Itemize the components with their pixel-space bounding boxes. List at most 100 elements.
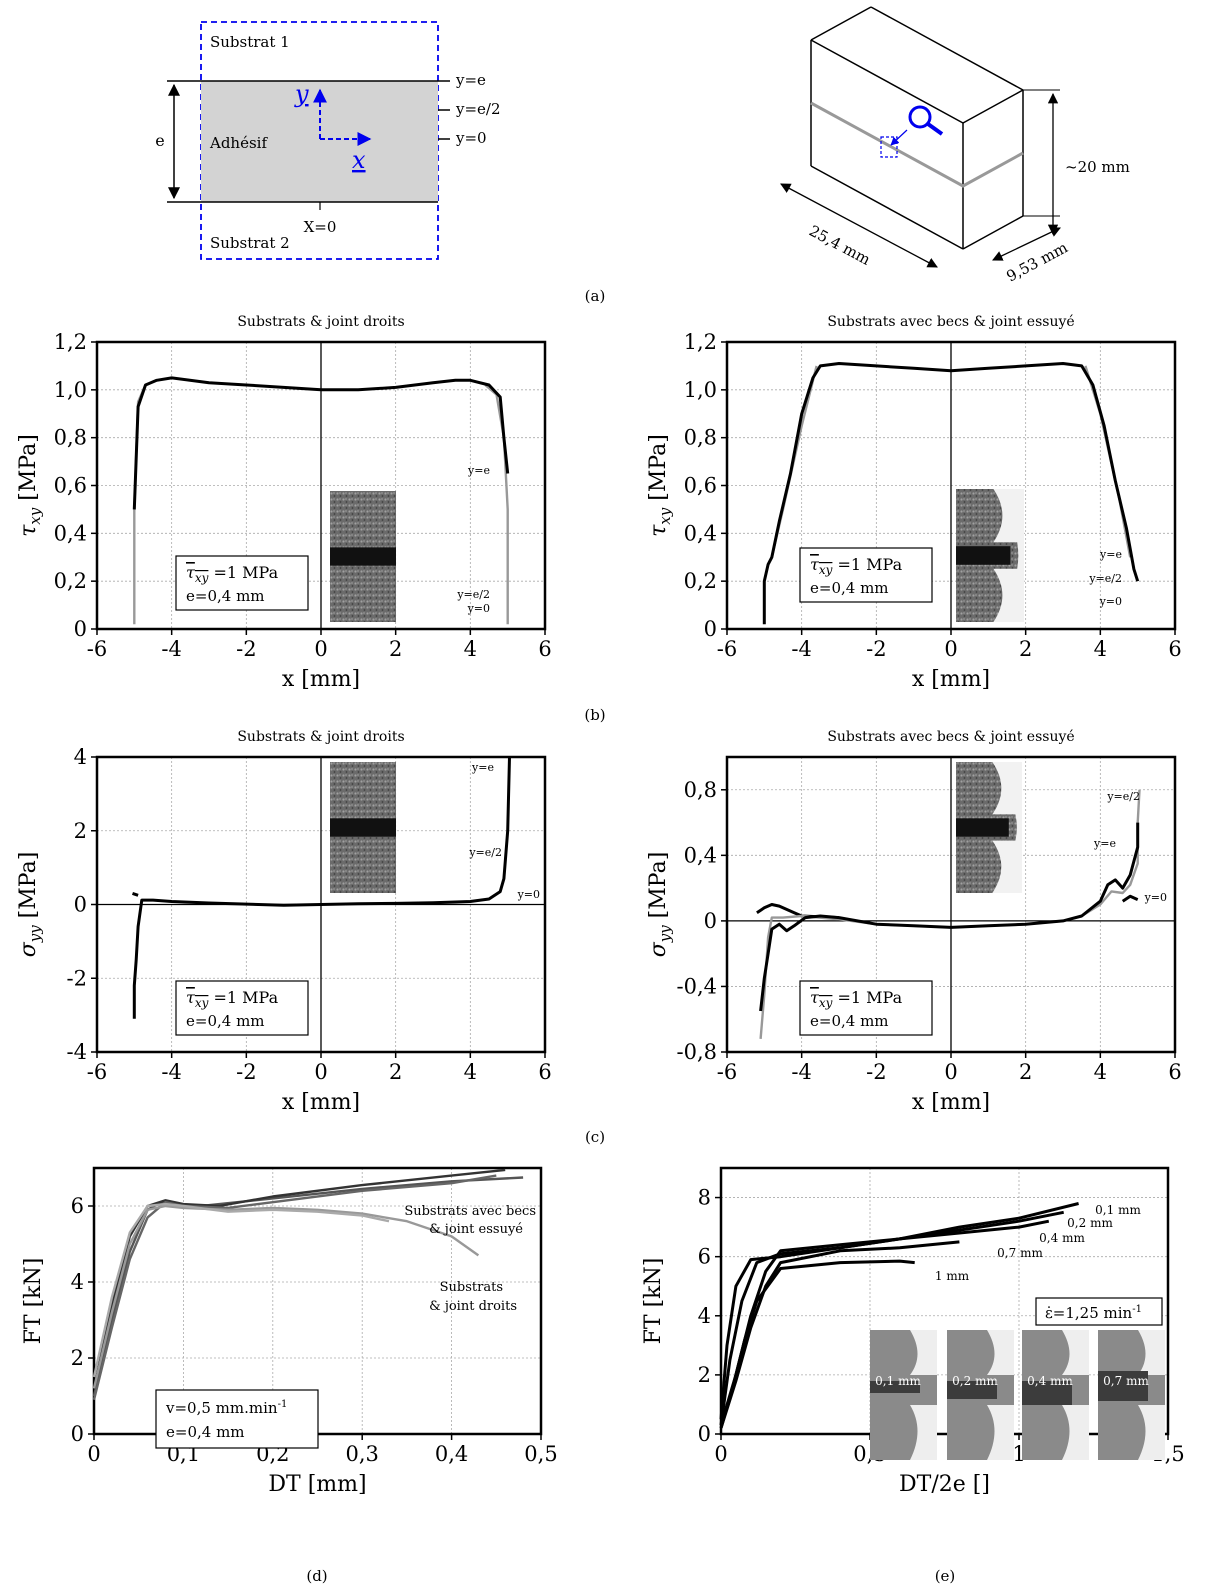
inset-label: 0,1 mm <box>875 1374 921 1388</box>
thickness-label: e <box>155 131 164 150</box>
axis-x-label: x <box>352 146 366 174</box>
y-tick-label: 2 <box>698 1363 711 1387</box>
substrate-tooth <box>910 1330 937 1375</box>
curve-label: y=0 <box>517 888 540 901</box>
length-arrow <box>780 183 938 268</box>
x-axis-label: x [mm] <box>912 667 990 692</box>
x-tick-label: -4 <box>791 1060 811 1084</box>
y-tick-label: -0,4 <box>677 974 718 998</box>
y-0-label: y=0 <box>455 129 487 147</box>
legend-text: e=0,4 mm <box>186 587 265 605</box>
x-tick-label: -6 <box>717 637 737 661</box>
curve-label: y=0 <box>1099 595 1122 608</box>
y-tick-label: 0 <box>704 617 717 641</box>
y-axis-label: τxy [MPa] <box>16 434 44 537</box>
y-tick-label: 0,6 <box>684 474 717 498</box>
series-line-3 <box>759 822 1140 1012</box>
y-tick-label: -2 <box>67 966 87 990</box>
panel-label-c: (c) <box>585 1128 605 1146</box>
chart-b-left: -6 -4 -2 0 2 4 6 0 0,2 0,4 0,6 0,8 1,0 1,2 Substrats &… <box>16 314 552 692</box>
y-tick-label: 2 <box>71 1346 84 1370</box>
curve-label: & joint essuyé <box>429 1222 523 1237</box>
x-tick-label: -2 <box>236 637 256 661</box>
y-tick-label: 4 <box>71 1270 84 1294</box>
adhesive-label: Adhésif <box>209 134 268 152</box>
y-tick-label: 1,2 <box>54 330 87 354</box>
plot-frame <box>725 340 1177 631</box>
axis-y-label: y <box>294 80 309 108</box>
curve-label: & joint droits <box>429 1299 517 1314</box>
y-axis-label: FT [kN] <box>21 1258 46 1345</box>
curve-label: y=0 <box>1144 891 1167 904</box>
inset-label: 0,4 mm <box>1027 1374 1073 1388</box>
panel-label-a: (a) <box>585 287 606 305</box>
curve-label: y=e <box>471 761 494 774</box>
y-tick-label: 0 <box>698 1422 711 1446</box>
y-tick-label: 0,2 <box>54 569 87 593</box>
curve-label: Substrats avec becs <box>404 1204 536 1219</box>
y-tick-label: 0,8 <box>684 778 717 802</box>
substrate-tooth <box>993 489 1024 622</box>
panel-label-d: (d) <box>306 1567 327 1585</box>
x-tick-label: -4 <box>791 637 811 661</box>
x-tick-label: 0 <box>87 1442 100 1466</box>
substrate-tooth <box>1062 1330 1089 1375</box>
chart-title: Substrats & joint droits <box>237 729 404 745</box>
legend-text: τxy =1 MPa <box>186 988 279 1010</box>
x-tick-label: 0 <box>314 637 327 661</box>
series-line-3 <box>762 362 1140 625</box>
x-tick-label: -2 <box>866 1060 886 1084</box>
x-tick-label: -4 <box>161 637 181 661</box>
height-label: ~20 mm <box>1065 158 1130 176</box>
chart-title: Substrats & joint droits <box>237 314 404 330</box>
curve-label: 0,2 mm <box>1067 1216 1113 1230</box>
y-e-half-label: y=e/2 <box>455 100 501 118</box>
series-line-5 <box>719 1259 915 1429</box>
legend-text: e=0,4 mm <box>810 579 889 597</box>
y-axis-label: σyy [MPa] <box>646 852 674 958</box>
curve-label: y=e <box>1099 548 1122 561</box>
panel-label-b: (b) <box>584 706 605 724</box>
substrate-tooth <box>910 1405 937 1460</box>
x-tick-label: 0 <box>944 1060 957 1084</box>
series-line-3 <box>132 376 510 510</box>
panel-label-e: (e) <box>935 1567 956 1585</box>
y-tick-label: 0,8 <box>54 426 87 450</box>
y-tick-label: 1,0 <box>684 378 717 402</box>
y-tick-label: 8 <box>698 1186 711 1210</box>
chart-c-right: -6 -4 -2 0 2 4 6 -0,8 -0,4 0 0,4 0,8 Substrats avec … <box>646 729 1182 1115</box>
curve-label: y=e <box>1093 837 1116 850</box>
y-tick-label: 4 <box>74 745 87 769</box>
x-origin-label: X=0 <box>304 218 337 236</box>
legend-box <box>799 980 933 1036</box>
x-tick-label: -2 <box>236 1060 256 1084</box>
curve-label: 0,1 mm <box>1095 1203 1141 1217</box>
y-tick-label: 0,8 <box>684 426 717 450</box>
chart-title: Substrats avec becs & joint essuyé <box>827 729 1074 745</box>
x-tick-label: -6 <box>87 1060 107 1084</box>
substrate-top-label: Substrat 1 <box>210 33 290 51</box>
x-tick-label: 4 <box>1094 1060 1107 1084</box>
curve-label: y=e/2 <box>468 846 502 859</box>
x-axis-label: x [mm] <box>912 1090 990 1115</box>
x-tick-label: 0,4 <box>435 1442 468 1466</box>
width-label: 9,53 mm <box>1003 238 1070 285</box>
x-tick-label: 0,5 <box>524 1442 557 1466</box>
x-tick-label: 4 <box>464 1060 477 1084</box>
substrate-tooth <box>1138 1330 1165 1375</box>
curve-label: 1 mm <box>935 1269 970 1283</box>
legend-box <box>175 980 309 1036</box>
y-tick-label: -0,8 <box>677 1040 718 1064</box>
y-tick-label: 0,4 <box>54 521 87 545</box>
x-tick-label: 6 <box>538 1060 551 1084</box>
legend-box <box>155 1389 319 1449</box>
series-line-4 <box>719 1240 960 1429</box>
legend-text: ε̇=1,25 min-1 <box>1045 1304 1142 1322</box>
curve-label: y=e/2 <box>1088 572 1122 585</box>
x-tick-label: 0 <box>714 1442 727 1466</box>
plot-frame <box>95 340 547 631</box>
x-tick-label: -2 <box>866 637 886 661</box>
